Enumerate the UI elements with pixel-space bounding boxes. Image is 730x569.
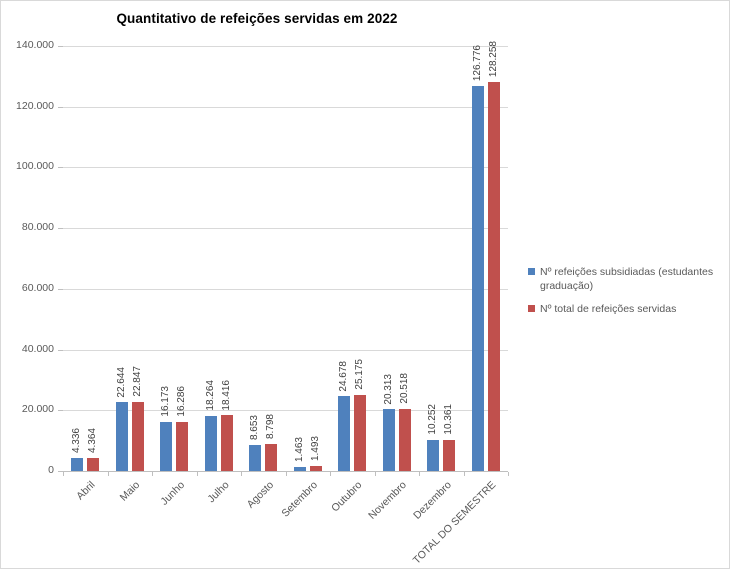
y-axis-tick-label: 140.000 — [16, 39, 54, 51]
bar-value-label: 1.463 — [293, 436, 305, 462]
y-axis-tick-label: 100.000 — [16, 160, 54, 173]
bar — [354, 394, 367, 471]
x-axis-tick — [152, 472, 153, 476]
x-axis-tick — [374, 472, 376, 476]
y-axis-tick — [58, 106, 63, 108]
y-axis-tick-label: 120.000 — [16, 99, 54, 112]
x-axis-category-label: Outubro — [329, 479, 365, 515]
gridline — [63, 106, 508, 108]
legend: Nº refeições subsidiadas (estudantes gra… — [528, 265, 718, 325]
y-axis-tick-label: 20.000 — [21, 403, 54, 416]
gridline — [63, 410, 508, 412]
bar-value-label: 25.175 — [354, 358, 366, 390]
x-axis-line — [58, 471, 508, 472]
bar — [338, 396, 351, 471]
bar — [87, 457, 100, 471]
bar-value-label: 16.286 — [176, 385, 188, 417]
bar-value-label: 1.493 — [309, 436, 321, 462]
bar — [131, 401, 144, 471]
bar-value-label: 20.313 — [382, 373, 394, 405]
bar-value-label: 8.653 — [249, 414, 261, 440]
bar — [160, 421, 173, 471]
y-axis-tick — [58, 349, 63, 351]
bar — [293, 466, 306, 471]
legend-item: Nº refeições subsidiadas (estudantes gra… — [528, 265, 718, 293]
chart-title: Quantitativo de refeições servidas em 20… — [116, 11, 398, 26]
bar — [309, 466, 322, 471]
y-axis-tick — [58, 228, 63, 230]
bar-value-label: 24.678 — [338, 360, 350, 392]
x-axis-tick — [196, 472, 198, 476]
bar — [249, 444, 262, 471]
x-axis-tick — [107, 472, 109, 476]
bar — [265, 444, 278, 471]
x-axis-category-label: Setembro — [279, 479, 321, 520]
bar-value-label: 20.518 — [398, 373, 410, 404]
bar — [382, 409, 395, 471]
y-axis-tick-label: 40.000 — [21, 342, 54, 355]
bar — [71, 457, 84, 471]
x-axis-category-label: Novembro — [366, 479, 410, 522]
bar-value-label: 8.798 — [265, 414, 277, 440]
x-axis-tick — [285, 472, 287, 476]
bar — [427, 439, 440, 471]
bar — [398, 408, 411, 471]
bar-value-label: 10.361 — [443, 403, 455, 435]
bar — [471, 86, 484, 471]
bar-value-label: 22.644 — [115, 366, 127, 398]
bar-value-label: 128.258 — [487, 40, 499, 77]
y-axis-tick-label: 60.000 — [21, 281, 54, 294]
y-axis-tick — [58, 288, 63, 290]
x-axis-category-label: Junho — [158, 479, 187, 508]
x-axis-tick — [330, 472, 331, 476]
x-axis-tick — [241, 472, 242, 476]
legend-swatch — [528, 268, 535, 275]
gridline — [63, 288, 508, 290]
x-axis-category-label: TOTAL DO SEMESTRE — [410, 479, 499, 567]
bar — [176, 421, 189, 471]
bar-value-label: 4.364 — [87, 427, 99, 453]
y-axis-tick — [58, 167, 63, 169]
x-axis-category-label: Abril — [74, 479, 98, 503]
bar-value-label: 10.252 — [427, 404, 439, 435]
x-axis-tick — [63, 472, 64, 476]
bar-value-label: 18.416 — [220, 379, 232, 411]
bar-value-label: 16.173 — [160, 386, 172, 417]
gridline — [63, 46, 508, 47]
x-axis-tick — [463, 472, 465, 476]
bar — [443, 439, 456, 471]
x-axis-tick — [508, 472, 509, 476]
x-axis-category-label: Maio — [117, 479, 143, 504]
bar-value-label: 126.776 — [471, 45, 483, 82]
bar-value-label: 18.264 — [204, 379, 216, 411]
gridline — [63, 228, 508, 230]
bar-value-label: 22.847 — [131, 366, 143, 397]
bar — [487, 81, 500, 471]
x-axis-tick — [419, 472, 420, 476]
legend-swatch — [528, 305, 535, 312]
y-axis-tick — [58, 46, 63, 47]
x-axis-category-label: Dezembro — [410, 479, 454, 522]
legend-label: Nº refeições subsidiadas (estudantes gra… — [540, 266, 714, 292]
y-axis-tick-label: 80.000 — [21, 221, 54, 234]
x-axis-category-label: Julho — [204, 479, 232, 506]
gridline — [63, 167, 508, 169]
bar — [115, 402, 128, 471]
x-axis-category-label: Agosto — [244, 479, 276, 511]
y-axis-tick-label: 0 — [48, 464, 54, 476]
legend-item: Nº total de refeições servidas — [528, 302, 718, 316]
bar — [220, 415, 233, 471]
gridline — [63, 349, 508, 351]
y-axis-tick — [58, 410, 63, 412]
legend-label: Nº total de refeições servidas — [540, 303, 677, 315]
bar-value-label: 4.336 — [71, 427, 83, 453]
bar — [204, 415, 217, 471]
